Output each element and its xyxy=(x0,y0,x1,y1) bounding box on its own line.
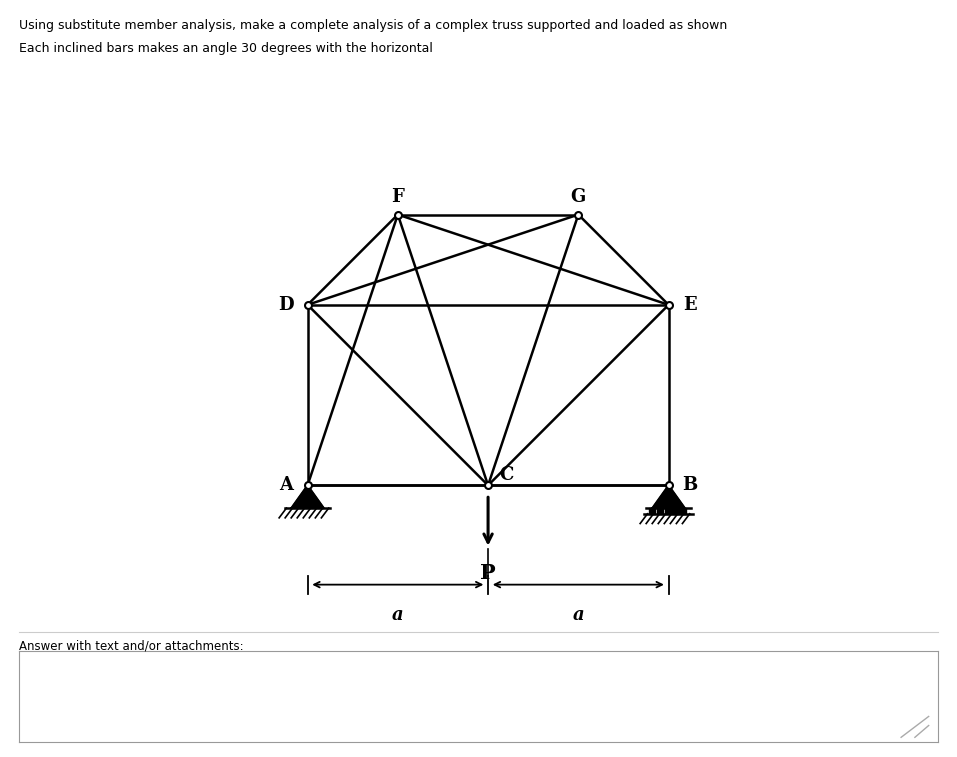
Bar xyxy=(673,508,679,514)
Text: D: D xyxy=(278,296,294,314)
Text: C: C xyxy=(499,466,513,484)
Text: E: E xyxy=(683,296,697,314)
Text: P: P xyxy=(480,563,496,583)
Bar xyxy=(665,508,671,514)
Bar xyxy=(649,508,656,514)
Bar xyxy=(680,508,686,514)
Polygon shape xyxy=(291,485,323,508)
Text: G: G xyxy=(570,188,586,206)
Bar xyxy=(657,508,663,514)
Text: B: B xyxy=(682,476,698,494)
Text: A: A xyxy=(278,476,293,494)
Text: Answer with text and/or attachments:: Answer with text and/or attachments: xyxy=(19,640,244,653)
Text: Using substitute member analysis, make a complete analysis of a complex truss su: Using substitute member analysis, make a… xyxy=(19,19,727,32)
Text: F: F xyxy=(391,188,404,206)
Text: Each inclined bars makes an angle 30 degrees with the horizontal: Each inclined bars makes an angle 30 deg… xyxy=(19,42,433,55)
Text: a: a xyxy=(572,606,584,625)
Text: a: a xyxy=(392,606,404,625)
Polygon shape xyxy=(653,485,685,508)
